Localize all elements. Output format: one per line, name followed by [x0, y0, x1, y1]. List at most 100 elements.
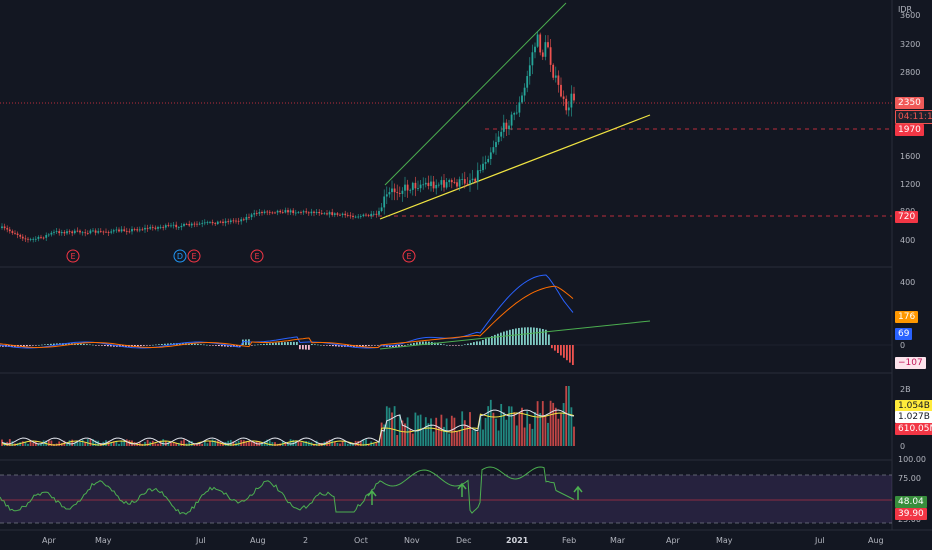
- volume-bar: [469, 412, 471, 446]
- candle-body: [557, 75, 560, 85]
- volume-ma-tag-2: 1.027B: [895, 411, 932, 423]
- macd-histogram-bar: [284, 342, 286, 345]
- upper-trendline[interactable]: [384, 2, 567, 186]
- macd-histogram-bar: [251, 345, 253, 346]
- earnings-marker[interactable]: [187, 249, 201, 263]
- earnings-marker[interactable]: [66, 249, 80, 263]
- candle-body: [224, 221, 227, 223]
- candle-body: [66, 231, 68, 234]
- macd-histogram-bar: [467, 343, 469, 345]
- macd-histogram-bar: [215, 345, 217, 346]
- rsi-tick: 100.00: [898, 455, 926, 464]
- candle-body: [253, 213, 256, 215]
- candle-body: [417, 188, 419, 189]
- macd-histogram-bar: [44, 344, 46, 345]
- macd-histogram-bar: [548, 334, 550, 345]
- volume-bar: [437, 426, 440, 446]
- candle-body: [53, 231, 55, 233]
- macd-histogram-bar: [479, 341, 481, 345]
- earnings-marker[interactable]: [402, 249, 416, 263]
- candle-body: [469, 180, 471, 184]
- candle-body: [248, 216, 250, 218]
- candle-body: [474, 178, 477, 182]
- candle-body: [206, 222, 209, 223]
- macd-signal-line: [0, 285, 574, 348]
- candle-body: [523, 87, 526, 96]
- macd-histogram-bar: [275, 342, 277, 345]
- candle-body: [300, 212, 302, 214]
- dividend-marker[interactable]: [173, 249, 187, 263]
- macd-histogram-bar: [206, 344, 208, 346]
- candle-body: [151, 227, 154, 228]
- macd-histogram-bar: [407, 344, 409, 346]
- volume-tick: 2B: [900, 385, 911, 394]
- volume-bar: [157, 443, 159, 446]
- candle-body: [292, 210, 295, 214]
- volume-axis[interactable]: 2B 0: [900, 385, 911, 451]
- macd-histogram-bar: [308, 345, 310, 350]
- volume-bar: [162, 439, 165, 446]
- macd-histogram-bar: [482, 340, 484, 345]
- candle-body: [118, 229, 120, 232]
- macd-histogram-bar: [305, 345, 307, 350]
- macd-line-tag: 69: [895, 328, 913, 340]
- candle-body: [406, 184, 409, 191]
- macd-histogram-bar: [554, 345, 556, 351]
- macd-histogram-bar: [281, 342, 283, 345]
- price-tick: 1200: [900, 180, 920, 189]
- candle-body: [27, 238, 29, 240]
- candle-body: [102, 231, 105, 233]
- volume-bar: [362, 439, 365, 446]
- macd-histogram-bar: [497, 333, 499, 345]
- macd-trendline[interactable]: [379, 320, 651, 350]
- candle-body: [37, 236, 40, 239]
- macd-histogram-bar: [56, 343, 58, 345]
- support-tag-720[interactable]: 720: [895, 211, 919, 223]
- candle-body: [541, 52, 544, 57]
- macd-histogram-bar: [572, 345, 574, 365]
- volume-bar: [404, 423, 406, 446]
- candle-body: [198, 223, 201, 225]
- time-tick: Jul: [195, 536, 206, 545]
- earnings-marker[interactable]: [250, 249, 264, 263]
- macd-axis[interactable]: 400 0: [900, 278, 915, 350]
- volume-bar: [528, 423, 531, 446]
- volume-bar: [383, 424, 386, 446]
- volume-bar: [253, 442, 256, 446]
- macd-histogram-bar: [491, 336, 493, 345]
- candle-body: [159, 227, 162, 228]
- volume-bar: [346, 443, 349, 446]
- candle-body: [222, 221, 224, 223]
- volume-bar: [216, 440, 219, 446]
- time-axis[interactable]: Apr May Jul Aug 2 Oct Nov Dec 2021 Feb M…: [42, 536, 884, 545]
- volume-bar: [196, 443, 198, 446]
- current-price-tag[interactable]: 2350: [895, 97, 924, 109]
- volume-bar: [170, 442, 172, 446]
- macd-histogram-bar: [413, 342, 415, 345]
- macd-histogram-bar: [401, 345, 403, 346]
- lower-trendline[interactable]: [379, 114, 651, 220]
- candle-body: [502, 122, 505, 132]
- up-arrow-icon: [457, 482, 467, 497]
- candle-body: [461, 179, 464, 180]
- volume-bar: [458, 430, 461, 446]
- macd-histogram-bar: [77, 343, 79, 345]
- up-arrow-icon: [573, 485, 583, 500]
- candle-body: [94, 230, 97, 233]
- macd-histogram-bar: [80, 343, 82, 345]
- macd-histogram-bar: [137, 345, 139, 347]
- volume-bar: [24, 441, 27, 446]
- candle-body: [242, 219, 245, 221]
- candle-body: [120, 229, 123, 232]
- macd-histogram-bar: [416, 342, 418, 345]
- candle-body: [328, 212, 331, 215]
- macd-histogram-bar: [158, 344, 160, 345]
- support-tag-1970[interactable]: 1970: [895, 124, 924, 136]
- volume-bar: [461, 411, 464, 446]
- candle-body: [289, 210, 292, 213]
- volume-bar: [352, 443, 354, 446]
- macd-histogram-bar: [464, 344, 466, 345]
- volume-bar: [123, 439, 126, 446]
